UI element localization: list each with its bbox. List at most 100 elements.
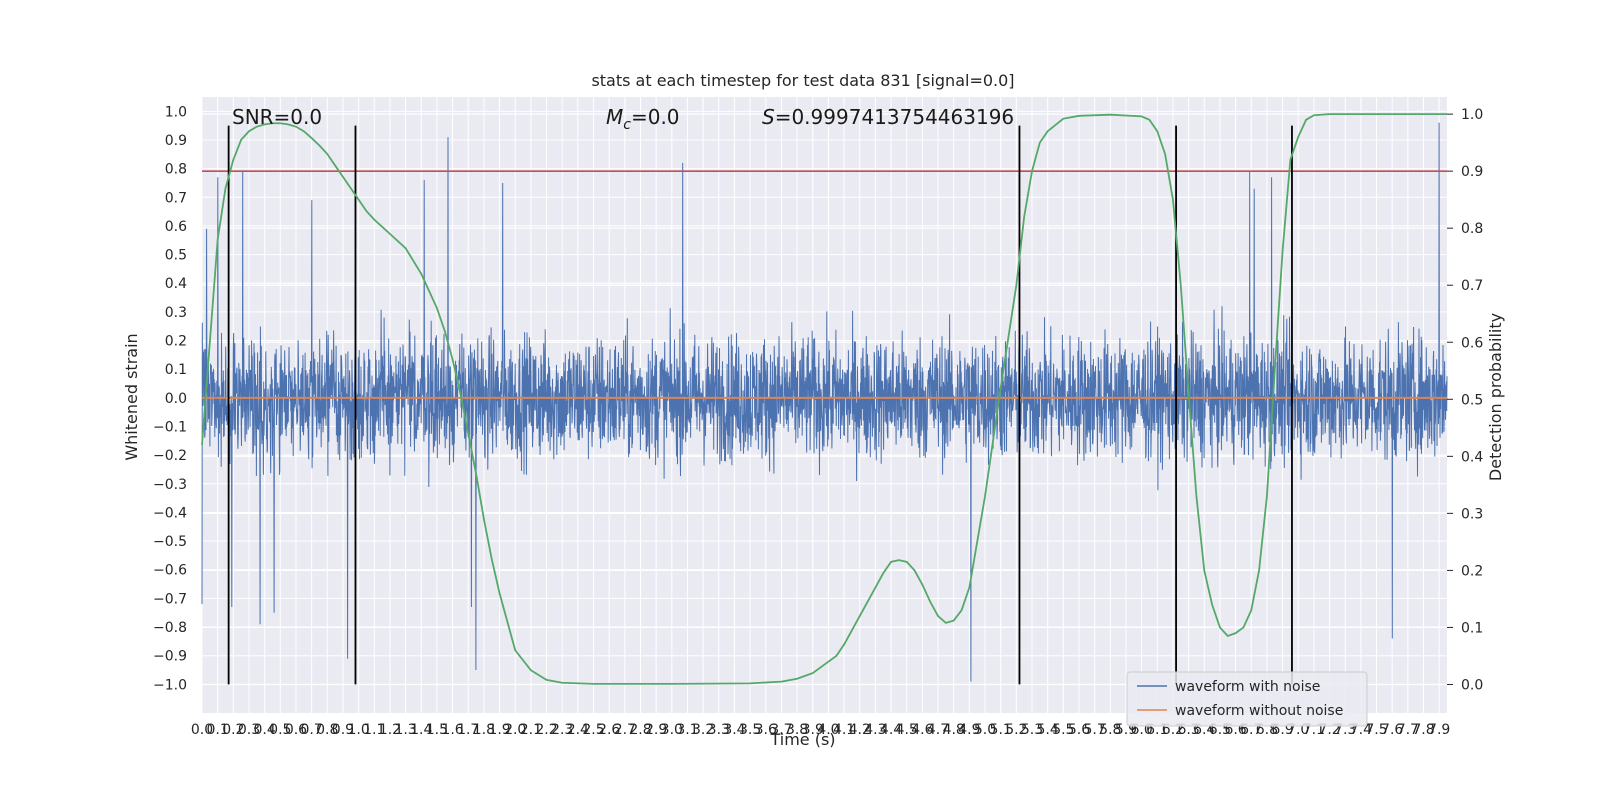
x-tick-label: 1.7 [457,722,479,738]
y-right-tick-label: 0.9 [1461,164,1483,180]
y-left-tick-label: 0.7 [165,190,187,206]
y-left-tick-label: 0.4 [165,276,187,292]
y-right-tick-label: 0.5 [1461,392,1483,408]
x-tick-label: 0.4 [254,722,276,738]
x-tick-label: 7.6 [1381,722,1403,738]
x-tick-label: 4.9 [958,722,980,738]
x-tick-label: 0.5 [269,722,291,738]
annotation-s: S=0.9997413754463196 [762,105,1014,129]
x-tick-label: 4.2 [849,722,871,738]
y-right-tick-labels: 0.0 0.1 0.2 0.3 0.4 0.5 0.6 0.7 0.8 0.9 1.0 [1447,107,1483,693]
x-tick-label: 1.5 [426,722,448,738]
y-right-tick-label: 0.0 [1461,677,1483,693]
x-tick-label: 5.0 [974,722,996,738]
x-tick-label: 4.1 [833,722,855,738]
y-left-tick-label: 0.3 [165,305,187,321]
vertical-markers [227,125,1293,685]
y-left-tick-label: −0.1 [153,419,187,435]
y-right-tick-label: 0.6 [1461,335,1483,351]
x-tick-label: 1.3 [394,722,416,738]
x-tick-label: 3.1 [676,722,698,738]
y-left-tick-label: 0.8 [165,162,187,178]
y-left-tick-label: −0.2 [153,448,187,464]
x-tick-label: 0.0 [191,722,213,738]
y-left-tick-label: 0.2 [165,334,187,350]
y-left-tick-label: 0.6 [165,219,187,235]
x-tick-label: 0.7 [300,722,322,738]
x-axis-label: Time (s) [769,730,835,749]
x-tick-label: 4.7 [927,722,949,738]
x-tick-label: 7.8 [1412,722,1434,738]
x-tick-label: 4.6 [911,722,933,738]
x-tick-label: 0.2 [222,722,244,738]
x-tick-label: 4.8 [943,722,965,738]
x-tick-label: 3.3 [708,722,730,738]
x-tick-label: 4.3 [864,722,886,738]
x-tick-label: 5.2 [1005,722,1027,738]
x-tick-label: 1.6 [441,722,463,738]
y-right-tick-label: 0.4 [1461,449,1483,465]
x-tick-label: 1.8 [473,722,495,738]
y-left-tick-label: −0.3 [153,477,187,493]
annotation-mc-value: =0.0 [631,105,680,129]
annotation-mc: Mc=0.0 [606,105,680,133]
y-axis-right-label: Detection probability [1486,313,1505,481]
x-tick-label: 7.9 [1428,722,1450,738]
x-tick-label: 3.2 [692,722,714,738]
y-left-tick-label: 0.5 [165,248,187,264]
x-tick-label: 3.8 [786,722,808,738]
x-tick-label: 2.6 [598,722,620,738]
y-left-tick-label: 0.1 [165,362,187,378]
noise-line [201,122,1448,682]
x-tick-label: 0.6 [285,722,307,738]
x-tick-label: 2.8 [629,722,651,738]
x-tick-label: 2.3 [551,722,573,738]
y-right-tick-label: 0.1 [1461,620,1483,636]
x-tick-label: 5.1 [990,722,1012,738]
annotation-s-symbol: S [762,105,775,129]
annotation-mc-sub: c [623,117,631,133]
chart-title: stats at each timestep for test data 831… [591,71,1014,90]
x-tick-label: 3.0 [661,722,683,738]
annotation-s-value: =0.9997413754463196 [775,105,1014,129]
y-left-tick-label: −0.4 [153,505,187,521]
series-detection-probability [201,113,1447,685]
x-tick-label: 2.4 [567,722,589,738]
x-tick-label: 1.4 [410,722,432,738]
x-tick-label: 3.7 [770,722,792,738]
x-tick-label: 3.9 [802,722,824,738]
x-tick-label: 1.9 [488,722,510,738]
x-tick-label: 2.0 [504,722,526,738]
y-axis-left-label: Whitened strain [122,333,141,460]
y-left-tick-label: −0.5 [153,534,187,550]
x-tick-label: 3.4 [723,722,745,738]
legend-box [1126,671,1368,727]
legend-entry-noise: waveform with noise [1175,679,1320,695]
x-tick-label: 5.6 [1068,722,1090,738]
x-tick-label: 5.3 [1021,722,1043,738]
y-right-tick-label: 0.3 [1461,506,1483,522]
legend-entry-clean: waveform without noise [1175,703,1343,719]
y-left-tick-label: −1.0 [153,677,187,693]
annotation-mc-symbol: M [606,105,623,129]
x-tick-label: 0.3 [238,722,260,738]
y-left-tick-label: 0.9 [165,133,187,149]
x-tick-label: 2.2 [535,722,557,738]
x-tick-label: 5.4 [1037,722,1059,738]
x-tick-label: 7.7 [1397,722,1419,738]
y-right-tick-label: 0.7 [1461,278,1483,294]
x-tick-label: 5.5 [1052,722,1074,738]
x-tick-label: 4.5 [896,722,918,738]
x-tick-label: 3.6 [755,722,777,738]
x-tick-label: 1.2 [379,722,401,738]
y-left-tick-label: −0.8 [153,620,187,636]
y-right-tick-label: 0.8 [1461,221,1483,237]
y-right-tick-label: 0.2 [1461,563,1483,579]
x-tick-label: 7.5 [1365,722,1387,738]
series-waveform-with-noise [201,122,1448,682]
x-tick-label: 0.9 [332,722,354,738]
legend: waveform with noise waveform without noi… [1126,671,1368,727]
y-left-tick-labels: −1.0 −0.9 −0.8 −0.7 −0.6 −0.5 −0.4 −0.3 −0.2 −0.1… [153,104,187,693]
y-left-tick-label: −0.6 [153,563,187,579]
y-right-tick-label: 1.0 [1461,107,1483,123]
